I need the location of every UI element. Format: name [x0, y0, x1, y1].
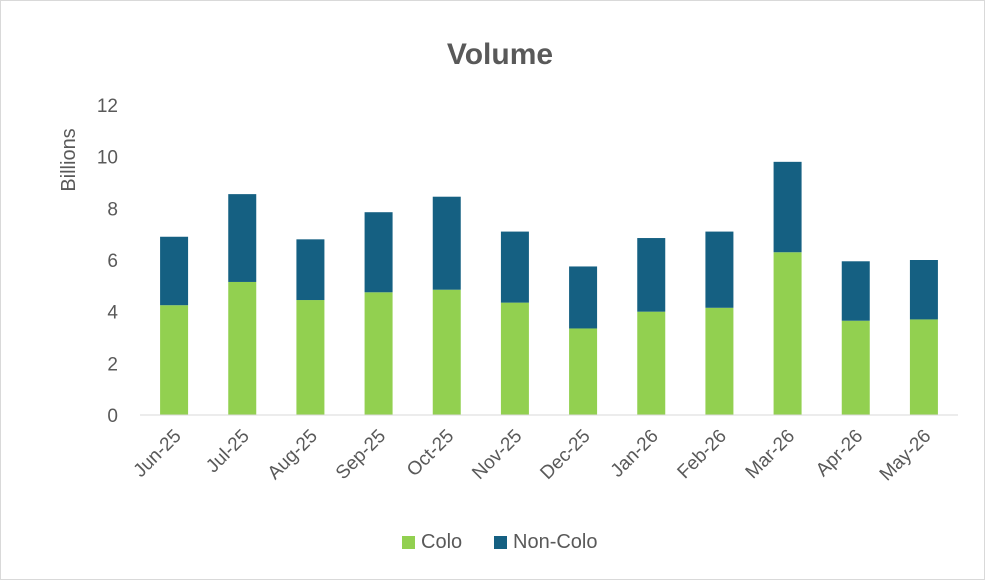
bar-non-colo-dec-25	[569, 266, 598, 329]
bar-colo-apr-26	[841, 320, 870, 415]
bar-colo-jan-26	[637, 311, 666, 415]
x-tick-label: Jul-25	[202, 426, 253, 477]
y-tick-label: 12	[97, 96, 118, 117]
bar-non-colo-nov-25	[500, 231, 529, 303]
bar-non-colo-apr-26	[841, 261, 870, 321]
x-tick-label: Dec-25	[536, 426, 594, 484]
legend-swatch-colo	[402, 536, 415, 549]
y-axis-ticks: 0 2 4 6 8 10 12	[97, 96, 119, 427]
bar-non-colo-aug-25	[296, 239, 325, 301]
bar-non-colo-sep-25	[364, 212, 393, 293]
x-tick-label: Aug-25	[264, 426, 322, 484]
bar-non-colo-jun-25	[160, 236, 189, 306]
bar-colo-may-26	[909, 319, 938, 415]
x-tick-label: Jan-26	[607, 426, 663, 482]
bar-colo-sep-25	[364, 292, 393, 415]
bar-colo-feb-26	[705, 307, 734, 415]
x-tick-label: Mar-26	[742, 426, 799, 483]
y-tick-label: 2	[107, 354, 118, 375]
bar-colo-aug-25	[296, 300, 325, 415]
bar-non-colo-may-26	[909, 260, 938, 320]
chart-title: Volume	[447, 38, 553, 71]
y-axis-label: Billions	[58, 128, 80, 191]
x-tick-label: Sep-25	[332, 426, 390, 484]
y-tick-label: 0	[107, 406, 118, 427]
bar-colo-jun-25	[160, 305, 189, 415]
y-tick-label: 4	[107, 303, 118, 324]
legend-swatch-non-colo	[494, 536, 507, 549]
x-tick-label: Nov-25	[468, 426, 526, 484]
bars	[160, 161, 938, 415]
bar-non-colo-jul-25	[228, 194, 257, 282]
x-axis-ticks: Jun-25 Jul-25 Aug-25 Sep-25 Oct-25 Nov-25 Dec-…	[130, 426, 936, 486]
bar-colo-oct-25	[432, 289, 461, 415]
x-tick-label: Oct-25	[403, 426, 458, 481]
legend-label: Colo	[421, 531, 462, 553]
bar-non-colo-mar-26	[773, 161, 802, 253]
bar-colo-nov-25	[500, 302, 529, 415]
y-tick-label: 8	[107, 199, 118, 220]
y-tick-label: 6	[107, 251, 118, 272]
x-tick-label: Feb-26	[674, 426, 731, 483]
legend-label: Non-Colo	[513, 531, 597, 553]
bar-non-colo-jan-26	[637, 238, 666, 312]
bar-colo-jul-25	[228, 281, 257, 415]
bar-colo-dec-25	[569, 328, 598, 415]
y-tick-label: 10	[97, 148, 118, 169]
legend: Colo Non-Colo	[402, 531, 597, 553]
bar-non-colo-feb-26	[705, 231, 734, 308]
bar-colo-mar-26	[773, 252, 802, 415]
x-tick-label: May-26	[876, 426, 936, 486]
x-tick-label: Apr-26	[812, 426, 867, 481]
x-tick-label: Jun-25	[130, 426, 186, 482]
bar-non-colo-oct-25	[432, 196, 461, 290]
